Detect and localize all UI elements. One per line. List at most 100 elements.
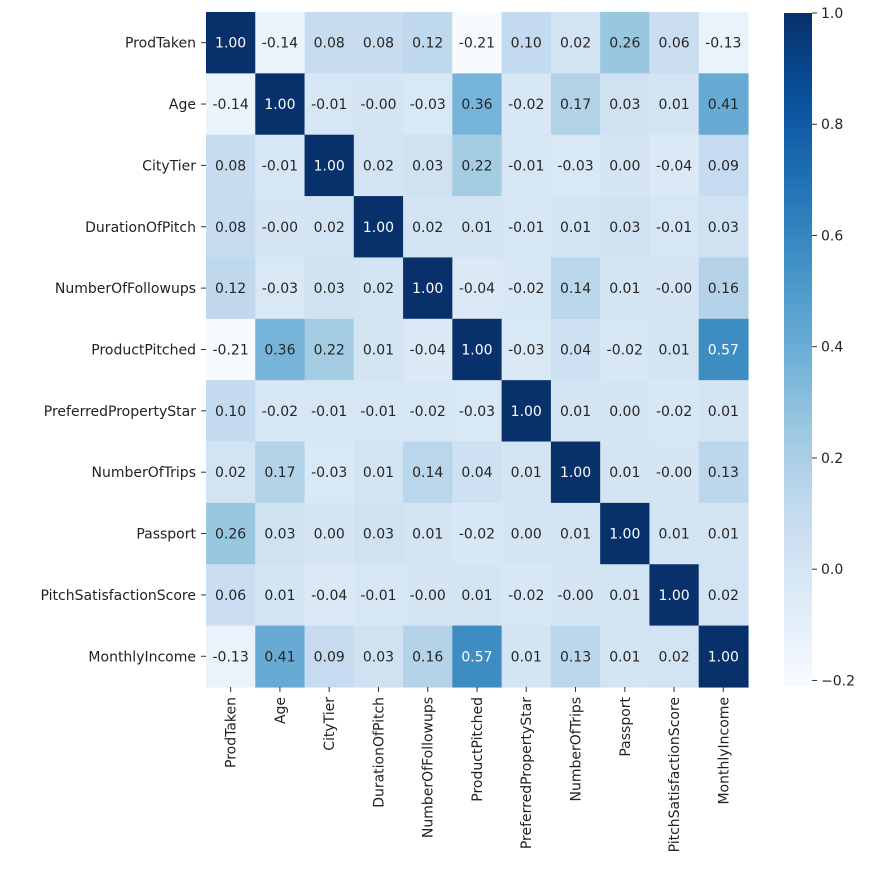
heatmap-cell bbox=[304, 12, 355, 74]
cell-value-label: -0.03 bbox=[410, 97, 446, 113]
cell-value-label: -0.00 bbox=[557, 588, 593, 604]
heatmap-cell bbox=[452, 12, 503, 74]
colorbar-tick-label: −0.2 bbox=[821, 673, 855, 689]
heatmap-cell bbox=[255, 564, 306, 627]
cell-value-label: 0.02 bbox=[560, 36, 591, 52]
cell-value-label: 0.26 bbox=[609, 36, 640, 52]
heatmap-cell bbox=[353, 196, 404, 259]
x-tick-label: NumberOfTrips bbox=[569, 697, 585, 802]
heatmap-cell bbox=[600, 441, 651, 504]
cell-value-label: -0.13 bbox=[213, 649, 249, 665]
heatmap-cell bbox=[206, 134, 256, 197]
cell-value-label: 0.26 bbox=[215, 527, 246, 543]
heatmap-cell bbox=[550, 134, 601, 197]
x-tick-label: Passport bbox=[618, 696, 634, 756]
cell-value-label: -0.01 bbox=[508, 158, 544, 174]
cell-value-label: 0.02 bbox=[314, 220, 345, 236]
heatmap-cell bbox=[206, 12, 256, 74]
cell-value-label: 0.22 bbox=[461, 158, 492, 174]
heatmap-cell bbox=[304, 441, 355, 504]
heatmap-cell bbox=[698, 257, 749, 320]
cell-value-label: -0.01 bbox=[360, 588, 396, 604]
heatmap-cell bbox=[501, 625, 552, 688]
cell-value-label: -0.00 bbox=[262, 220, 298, 236]
cell-value-label: -0.00 bbox=[656, 281, 692, 297]
cell-value-label: 0.08 bbox=[215, 220, 246, 236]
cell-value-label: 0.01 bbox=[658, 527, 689, 543]
heatmap-cell bbox=[304, 196, 355, 259]
cell-value-label: 0.01 bbox=[363, 342, 394, 358]
heatmap-cell bbox=[452, 380, 503, 443]
cell-value-label: 0.01 bbox=[511, 649, 542, 665]
heatmap-cell bbox=[206, 73, 256, 136]
cell-value-label: -0.01 bbox=[311, 404, 347, 420]
cell-value-label: 0.01 bbox=[560, 220, 591, 236]
heatmap-cell bbox=[403, 257, 453, 320]
cell-value-label: 0.08 bbox=[363, 36, 394, 52]
cell-value-label: -0.14 bbox=[213, 97, 249, 113]
cell-value-label: -0.01 bbox=[262, 158, 298, 174]
heatmap-cell bbox=[353, 134, 404, 197]
heatmap-cell bbox=[206, 318, 256, 381]
cell-value-label: -0.03 bbox=[459, 404, 495, 420]
heatmap-cell bbox=[403, 502, 453, 565]
heatmap-cell bbox=[255, 441, 306, 504]
heatmap-cell bbox=[501, 257, 552, 320]
cell-value-label: 0.06 bbox=[658, 36, 689, 52]
heatmap-cell bbox=[550, 380, 601, 443]
cell-value-label: 0.01 bbox=[363, 465, 394, 481]
heatmap-cell bbox=[353, 502, 404, 565]
heatmap-cell bbox=[550, 257, 601, 320]
cell-value-label: -0.21 bbox=[459, 36, 495, 52]
cell-value-label: -0.02 bbox=[459, 527, 495, 543]
heatmap-cell bbox=[600, 318, 651, 381]
x-tick-label: DurationOfPitch bbox=[371, 697, 387, 808]
y-tick-label: Passport bbox=[136, 527, 196, 543]
cell-value-label: 0.14 bbox=[560, 281, 591, 297]
heatmap-cell bbox=[353, 625, 404, 688]
heatmap-cell bbox=[698, 502, 749, 565]
heatmap-cell bbox=[353, 257, 404, 320]
heatmap-cell bbox=[698, 73, 749, 136]
heatmap-cell bbox=[550, 196, 601, 259]
colorbar-tick-label: 1.0 bbox=[821, 6, 843, 22]
cell-value-label: 1.00 bbox=[314, 158, 345, 174]
y-tick-label: Age bbox=[169, 97, 196, 113]
cell-value-label: 0.06 bbox=[215, 588, 246, 604]
y-tick-label: NumberOfFollowups bbox=[55, 281, 196, 297]
cell-value-label: 0.01 bbox=[461, 588, 492, 604]
cell-value-label: -0.00 bbox=[410, 588, 446, 604]
cell-value-label: 0.01 bbox=[658, 97, 689, 113]
heatmap-cell bbox=[403, 196, 453, 259]
heatmap-cell bbox=[206, 625, 256, 688]
cell-value-label: 0.04 bbox=[461, 465, 492, 481]
heatmap-cell bbox=[206, 196, 256, 259]
cell-value-label: -0.01 bbox=[508, 220, 544, 236]
heatmap-cell bbox=[452, 441, 503, 504]
heatmap-cell bbox=[501, 134, 552, 197]
heatmap-cell bbox=[600, 564, 651, 627]
heatmap-cell bbox=[600, 73, 651, 136]
heatmap-cell bbox=[698, 318, 749, 381]
heatmap-cell bbox=[452, 257, 503, 320]
cell-value-label: -0.14 bbox=[262, 36, 298, 52]
heatmap-cell bbox=[501, 502, 552, 565]
cell-value-label: -0.04 bbox=[459, 281, 495, 297]
y-tick-label: PitchSatisfactionScore bbox=[41, 588, 196, 604]
x-tick-label: MonthlyIncome bbox=[716, 697, 732, 805]
heatmap-cell bbox=[600, 502, 651, 565]
heatmap-cell bbox=[501, 12, 552, 74]
colorbar-tick-label: 0.0 bbox=[821, 562, 843, 578]
heatmap-cell bbox=[550, 441, 601, 504]
colorbar-tick-label: 0.4 bbox=[821, 340, 843, 356]
cell-value-label: 1.00 bbox=[412, 281, 443, 297]
heatmap-cell bbox=[649, 196, 700, 259]
cell-value-label: 0.57 bbox=[708, 342, 739, 358]
cell-value-label: -0.02 bbox=[508, 281, 544, 297]
x-tick-labels: ProdTaken Age CityTier DurationOfPitch Numbe… bbox=[224, 686, 732, 852]
colorbar-tick-label: 0.8 bbox=[821, 117, 843, 133]
heatmap-cell bbox=[452, 564, 503, 627]
heatmap-cell bbox=[698, 134, 749, 197]
cell-value-label: 0.03 bbox=[412, 158, 443, 174]
